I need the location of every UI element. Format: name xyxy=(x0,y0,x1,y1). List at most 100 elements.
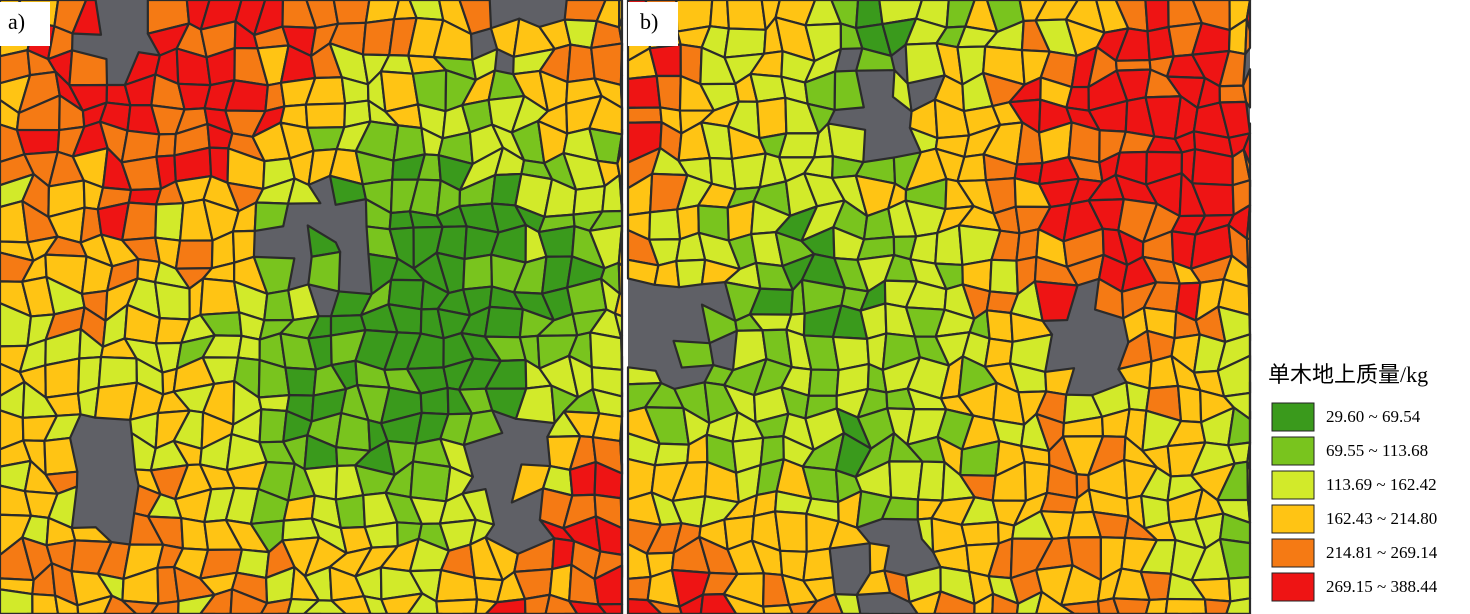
crown xyxy=(1067,121,1101,164)
crown xyxy=(409,460,452,503)
crown xyxy=(1015,590,1043,614)
legend-swatch xyxy=(1271,436,1315,466)
crown xyxy=(678,593,705,614)
crown xyxy=(307,250,342,293)
crown xyxy=(1242,68,1252,109)
legend-label: 69.55 ~ 113.68 xyxy=(1326,441,1428,460)
legend-swatch xyxy=(1271,402,1315,432)
crown xyxy=(973,592,995,614)
legend-swatch xyxy=(1271,538,1315,568)
crown xyxy=(103,594,138,614)
crown xyxy=(934,224,964,267)
crown xyxy=(626,106,663,124)
crown xyxy=(805,593,844,614)
crown xyxy=(236,334,261,362)
crown xyxy=(284,366,318,397)
crown xyxy=(31,592,60,614)
crown xyxy=(332,0,371,25)
legend-swatch xyxy=(1271,572,1315,602)
crown xyxy=(802,547,835,582)
crown xyxy=(121,599,160,614)
crown xyxy=(1246,498,1252,524)
legend-title: 单木地上质量/kg xyxy=(1268,362,1428,387)
crown xyxy=(778,132,820,159)
crown xyxy=(960,520,1000,547)
crown xyxy=(1191,148,1234,187)
crown xyxy=(177,593,216,614)
crown xyxy=(568,599,608,614)
crown xyxy=(259,597,293,614)
crown xyxy=(699,593,738,614)
crown xyxy=(933,590,976,614)
crown xyxy=(991,592,1020,614)
legend: 29.60 ~ 69.54 69.55 ~ 113.68 113.69 ~ 162.… xyxy=(1271,402,1438,602)
crown xyxy=(199,277,241,316)
crown xyxy=(155,132,177,158)
label-box xyxy=(628,2,678,46)
crown xyxy=(572,184,606,216)
crown xyxy=(709,0,730,30)
crown xyxy=(304,102,347,129)
crown xyxy=(229,588,269,614)
crown xyxy=(1033,280,1079,322)
crown xyxy=(287,177,322,205)
legend-label: 29.60 ~ 69.54 xyxy=(1326,407,1421,426)
crown xyxy=(153,281,191,321)
crown xyxy=(675,258,707,289)
crown xyxy=(1244,17,1252,56)
crown xyxy=(626,74,662,109)
crown xyxy=(1246,460,1252,504)
crown xyxy=(908,590,942,614)
crown xyxy=(474,598,499,614)
crown xyxy=(807,368,840,397)
crown xyxy=(258,408,288,444)
crown xyxy=(646,599,683,614)
crown xyxy=(617,261,624,295)
crown xyxy=(1164,597,1208,614)
crown xyxy=(655,74,682,112)
panel-label: b) xyxy=(640,9,658,34)
crown xyxy=(71,0,103,36)
crown xyxy=(722,593,766,614)
crown xyxy=(1112,597,1151,614)
crown xyxy=(537,225,576,258)
crown xyxy=(1096,597,1120,614)
crown xyxy=(0,588,34,614)
crown xyxy=(154,202,185,242)
crown xyxy=(985,309,1014,343)
crown xyxy=(787,600,818,614)
crown xyxy=(544,593,579,614)
crown xyxy=(1245,237,1252,270)
crown xyxy=(725,0,767,31)
crown xyxy=(44,357,81,399)
crown xyxy=(833,593,862,614)
crown xyxy=(589,331,624,371)
crown xyxy=(1203,598,1232,614)
crown xyxy=(253,201,290,233)
crown xyxy=(1144,597,1169,614)
crown xyxy=(653,259,681,289)
crown xyxy=(648,208,682,241)
crown xyxy=(916,460,946,502)
crown xyxy=(888,460,924,501)
crown xyxy=(462,253,494,291)
crown xyxy=(334,494,366,530)
crown xyxy=(626,597,663,614)
crown xyxy=(672,339,715,369)
crown xyxy=(462,409,504,447)
crown xyxy=(335,412,372,452)
crown xyxy=(762,603,794,614)
legend-swatch xyxy=(1271,470,1315,500)
panel-label: a) xyxy=(8,9,25,34)
crown xyxy=(54,594,80,614)
map-panel xyxy=(626,0,1252,614)
crown xyxy=(483,305,524,339)
crown xyxy=(149,600,180,614)
legend-swatch xyxy=(1271,504,1315,534)
crown xyxy=(1176,384,1203,424)
crown xyxy=(523,593,551,614)
crown xyxy=(1225,597,1252,614)
crown xyxy=(406,592,439,614)
crown xyxy=(380,592,424,614)
